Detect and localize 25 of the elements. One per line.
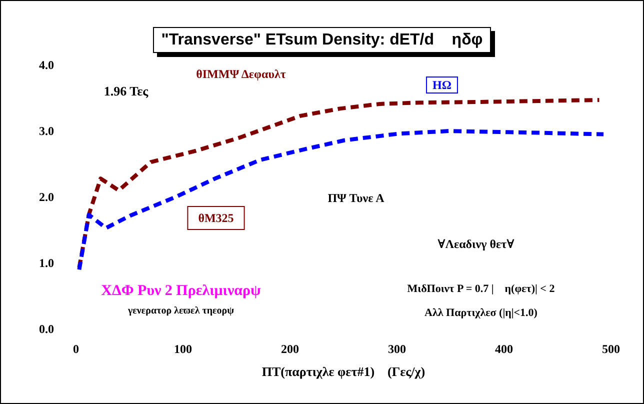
- y-tick-label: 0.0: [39, 322, 54, 336]
- x-axis-title: ΠΤ(παρτιχλε φετ#1) (Γες/χ): [262, 364, 426, 379]
- annotation: ΠΨ Τυνε Α: [328, 191, 385, 205]
- x-tick-label: 200: [281, 342, 299, 356]
- x-tick-label: 400: [495, 342, 513, 356]
- chart-title: "Transverse" ETsum Density: dET/d ηδφ: [161, 32, 483, 48]
- x-tick-label: 100: [174, 342, 192, 356]
- annotation: Αλλ Παρτιχλεσ (|η|<1.0): [424, 307, 538, 319]
- annotation: ΧΔΦ Ρυν 2 Πρελιμιναρψ: [101, 283, 262, 299]
- line-series: [77, 98, 602, 270]
- x-tick-label: 500: [602, 342, 620, 356]
- annotation: θΜ325: [198, 211, 234, 225]
- x-tick-label: 0: [73, 342, 79, 356]
- x-tick-label: 300: [388, 342, 406, 356]
- line-series: [77, 129, 606, 272]
- text: ΗΩ: [432, 78, 452, 92]
- y-tick-label: 3.0: [39, 124, 54, 138]
- y-tick-label: 2.0: [39, 190, 54, 204]
- y-tick-label: 4.0: [39, 58, 54, 72]
- annotation: 1.96 Τες: [104, 84, 149, 98]
- y-tick-label: 1.0: [39, 256, 54, 270]
- text: θΙΜΜΨ Δεφαυλτ: [196, 67, 286, 81]
- annotation: γενερατορ λεϖελ τηεορψ: [126, 306, 234, 316]
- annotation: ∀Λεαδινγ θετ∀: [438, 237, 515, 251]
- annotation: ΜιδΠοιντ P = 0.7 | η(φετ)| < 2: [407, 283, 556, 295]
